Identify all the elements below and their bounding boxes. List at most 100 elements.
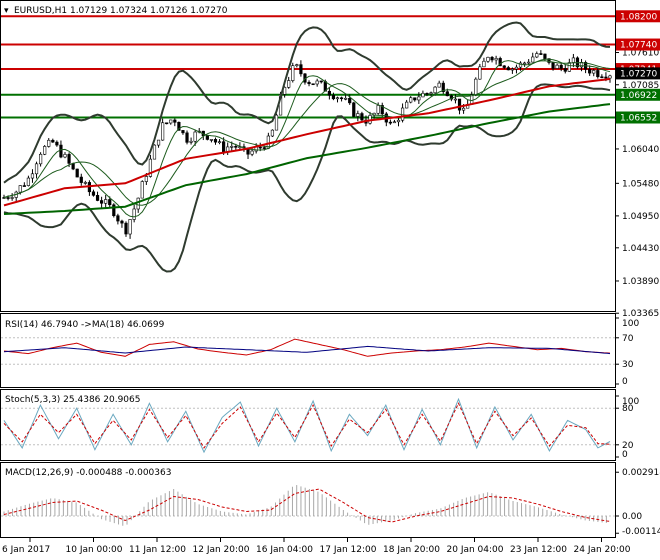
candle-body bbox=[339, 97, 344, 100]
candle-body bbox=[413, 97, 417, 101]
stoch-signal-line bbox=[3, 402, 611, 449]
macd-tick-label: 0.002918 bbox=[622, 468, 660, 478]
candle-body bbox=[63, 154, 67, 158]
candle-body bbox=[311, 83, 315, 86]
ema-fast bbox=[3, 58, 611, 218]
stoch-tick-label: 100 bbox=[622, 397, 639, 407]
candle-body bbox=[539, 53, 543, 55]
candle-body bbox=[315, 80, 319, 85]
candle-body bbox=[319, 80, 323, 83]
level-label: 1.06552 bbox=[620, 113, 657, 123]
candle-body bbox=[506, 67, 510, 71]
price-pane[interactable] bbox=[0, 0, 616, 312]
candle-body bbox=[421, 92, 425, 98]
candle-body bbox=[352, 102, 356, 117]
rsi-tick-label: 70 bbox=[622, 334, 634, 344]
candle-body bbox=[510, 68, 514, 71]
candle-body bbox=[405, 101, 409, 109]
rsi-rsi-14--line bbox=[3, 338, 611, 357]
candle-body bbox=[26, 177, 31, 186]
price-tick-label: 1.03890 bbox=[622, 277, 659, 287]
axis-labels: 1.07610 1.07085 1.06040 1.05480 1.04950 1.044… bbox=[2, 10, 660, 555]
level-tag bbox=[616, 88, 660, 101]
rsi-title: RSI(14) 46.7940 ->MA(18) 46.0699 bbox=[5, 320, 165, 330]
candle-body bbox=[156, 139, 161, 146]
stoch-title: Stoch(5,3,3) 25.4386 20.9065 bbox=[5, 395, 140, 405]
candle-body bbox=[380, 105, 384, 115]
candle-body bbox=[551, 62, 555, 69]
candle-body bbox=[299, 64, 303, 75]
candle-body bbox=[6, 197, 10, 199]
rsi-tick-label: 30 bbox=[622, 360, 634, 370]
candle-body bbox=[10, 197, 14, 199]
time-axis-label: 6 Jan 2017 bbox=[2, 545, 50, 555]
candle-body bbox=[55, 141, 59, 146]
candle-body bbox=[222, 141, 226, 152]
candle-body bbox=[22, 185, 26, 187]
time-axis-label: 17 Jan 12:00 bbox=[320, 545, 377, 555]
time-axis-label: 23 Jan 12:00 bbox=[510, 545, 567, 555]
candle-body bbox=[262, 147, 266, 149]
candle-body bbox=[169, 119, 173, 124]
level-tag bbox=[616, 111, 660, 124]
macd-pane[interactable] bbox=[0, 462, 616, 538]
price-tick-label: 1.05480 bbox=[622, 179, 659, 189]
candle-body bbox=[136, 197, 140, 210]
candle-body bbox=[124, 222, 128, 235]
rsi-pane[interactable] bbox=[0, 313, 616, 388]
price-tick-label: 1.04430 bbox=[622, 244, 659, 254]
candle-body bbox=[600, 76, 604, 79]
candle-body bbox=[95, 195, 100, 201]
candle-body bbox=[270, 129, 275, 137]
candle-body bbox=[120, 220, 124, 224]
candle-body bbox=[185, 132, 189, 143]
candle-body bbox=[140, 181, 144, 199]
candle-body bbox=[571, 57, 575, 63]
candle-body bbox=[514, 66, 519, 70]
stoch-pane[interactable] bbox=[0, 389, 616, 461]
time-axis-label: 12 Jan 20:00 bbox=[193, 545, 250, 555]
candle-body bbox=[559, 64, 563, 69]
candle-body bbox=[295, 64, 299, 66]
rsi-tick-label: 0 bbox=[622, 377, 628, 387]
candle-body bbox=[592, 70, 596, 74]
candle-body bbox=[18, 185, 22, 193]
candle-body bbox=[588, 68, 592, 74]
candle-body bbox=[177, 121, 181, 131]
candle-body bbox=[348, 97, 352, 104]
candle-body bbox=[173, 119, 177, 123]
candle-body bbox=[433, 86, 437, 94]
macd-signal-line bbox=[3, 488, 611, 523]
candle-body bbox=[144, 176, 148, 182]
candle-body bbox=[498, 58, 502, 67]
moving-average-green bbox=[3, 103, 611, 215]
candle-body bbox=[490, 56, 494, 61]
stoch-tick-label: 80 bbox=[622, 404, 634, 414]
symbol-dropdown-icon[interactable]: ▾ bbox=[4, 6, 9, 16]
candle-body bbox=[205, 135, 209, 140]
candle-body bbox=[461, 107, 466, 111]
rsi-ma-18--line bbox=[3, 345, 611, 355]
time-axis-label: 16 Jan 04:00 bbox=[256, 545, 313, 555]
candle-body bbox=[104, 199, 108, 204]
candle-body bbox=[59, 144, 63, 158]
candle-body bbox=[356, 113, 360, 117]
candle-body bbox=[409, 97, 413, 103]
candle-body bbox=[79, 176, 83, 183]
candle-body bbox=[128, 219, 132, 235]
rsi-tick-label: 100 bbox=[622, 319, 639, 329]
candle-body bbox=[518, 62, 523, 68]
candle-body bbox=[535, 53, 539, 58]
stoch-tick-label: 20 bbox=[622, 441, 634, 451]
candle-body bbox=[30, 173, 35, 179]
price-plot bbox=[1, 15, 615, 273]
candle-body bbox=[457, 98, 462, 111]
candle-body bbox=[474, 78, 478, 95]
bollinger-middle bbox=[3, 60, 611, 206]
bollinger-upper bbox=[3, 21, 611, 184]
candle-body bbox=[331, 94, 336, 100]
candle-body bbox=[567, 62, 571, 72]
candle-body bbox=[230, 145, 234, 148]
candle-body bbox=[608, 75, 612, 79]
